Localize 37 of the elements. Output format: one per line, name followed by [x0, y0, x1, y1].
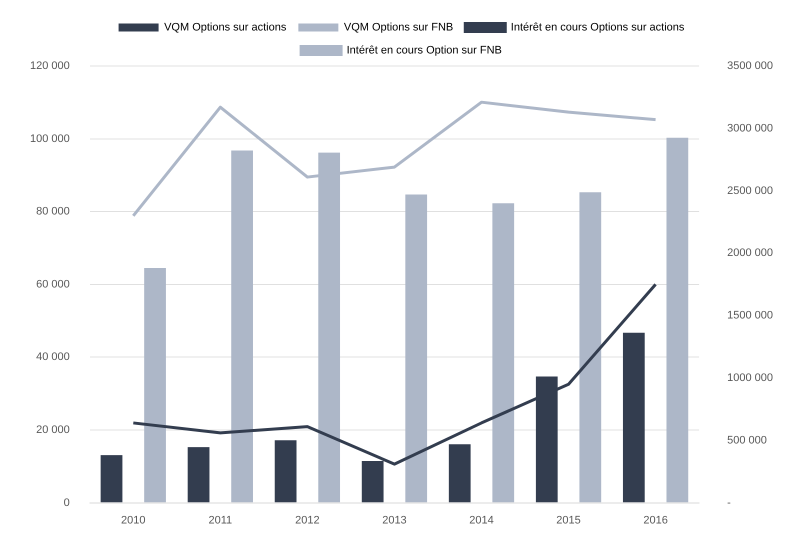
y2-tick-label: 2000 000 [727, 247, 774, 260]
bar [448, 444, 471, 502]
y-tick-label: 40 000 [36, 351, 70, 364]
bar [622, 332, 645, 502]
y2-tick-label: 3500 000 [727, 60, 774, 72]
bar [405, 194, 428, 502]
y-tick-label: 0 [64, 496, 70, 509]
y2-tick-label: - [727, 496, 732, 509]
y2-tick-label: 2500 000 [727, 184, 774, 197]
bar [492, 203, 514, 502]
y2-tick-label: 500 000 [727, 434, 767, 446]
legend-label: Intérêt en cours Option sur FNB [346, 44, 502, 57]
y2-tick-label: 1000 000 [727, 372, 774, 384]
bar [274, 440, 297, 502]
x-tick-label: 2014 [469, 514, 494, 526]
bar [144, 268, 166, 502]
y-tick-label: 20 000 [36, 424, 70, 436]
legend-label: VQM Options sur actions [164, 22, 287, 34]
x-tick-label: 2013 [382, 514, 407, 526]
bar [579, 192, 602, 502]
y2-tick-label: 1500 000 [727, 310, 774, 322]
bar [231, 150, 253, 502]
bar [100, 455, 122, 502]
y-tick-label: 100 000 [30, 132, 70, 145]
bar [666, 138, 688, 502]
x-tick-label: 2016 [643, 514, 668, 526]
y-tick-label: 80 000 [36, 206, 70, 218]
x-tick-label: 2011 [208, 514, 232, 526]
y-tick-label: 120 000 [30, 60, 70, 72]
y-tick-label: 60 000 [36, 278, 70, 290]
y2-tick-label: 3000 000 [727, 122, 774, 134]
x-tick-label: 2012 [295, 514, 320, 526]
x-tick-label: 2010 [121, 514, 146, 526]
legend-label: Intérêt en cours Options sur actions [510, 22, 685, 34]
legend-label: VQM Options sur FNB [344, 22, 454, 34]
bar [188, 447, 210, 502]
x-tick-label: 2015 [556, 514, 581, 526]
